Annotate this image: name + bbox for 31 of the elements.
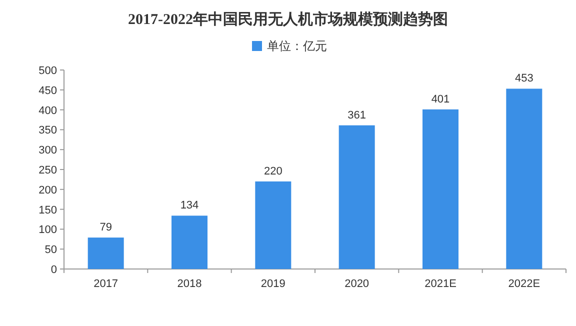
bar: [422, 109, 458, 269]
data-label: 401: [431, 93, 450, 106]
data-label: 79: [100, 222, 112, 234]
x-tick-label: 2019: [260, 278, 286, 290]
y-tick-label: 300: [38, 144, 57, 157]
bar: [88, 238, 124, 269]
y-tick-label: 400: [38, 104, 57, 117]
y-tick-label: 100: [38, 224, 57, 236]
bar: [172, 216, 208, 269]
y-tick-label: 250: [38, 164, 57, 176]
y-tick-label: 50: [44, 244, 57, 256]
y-tick-label: 0: [50, 264, 57, 276]
x-tick-label: 2022E: [508, 278, 540, 290]
x-tick-label: 2017: [94, 278, 118, 290]
bar: [506, 88, 542, 269]
chart-title: 2017-2022年中国民用无人机市场规模预测趋势图: [128, 10, 448, 28]
bar: [255, 181, 292, 269]
y-tick-label: 450: [38, 84, 57, 97]
y-tick-label: 350: [38, 124, 57, 137]
legend-label: 单位：亿元: [267, 39, 327, 53]
x-tick-label: 2018: [177, 278, 202, 290]
y-tick-label: 150: [38, 204, 57, 216]
data-label: 453: [514, 72, 534, 85]
y-tick-label: 200: [38, 184, 57, 196]
data-label: 220: [264, 165, 282, 178]
y-tick-label: 500: [38, 65, 57, 77]
x-tick-label: 2021E: [424, 278, 456, 290]
data-label: 361: [348, 109, 366, 122]
data-label: 134: [180, 200, 199, 212]
x-tick-label: 2020: [344, 278, 370, 290]
bar: [338, 125, 375, 269]
